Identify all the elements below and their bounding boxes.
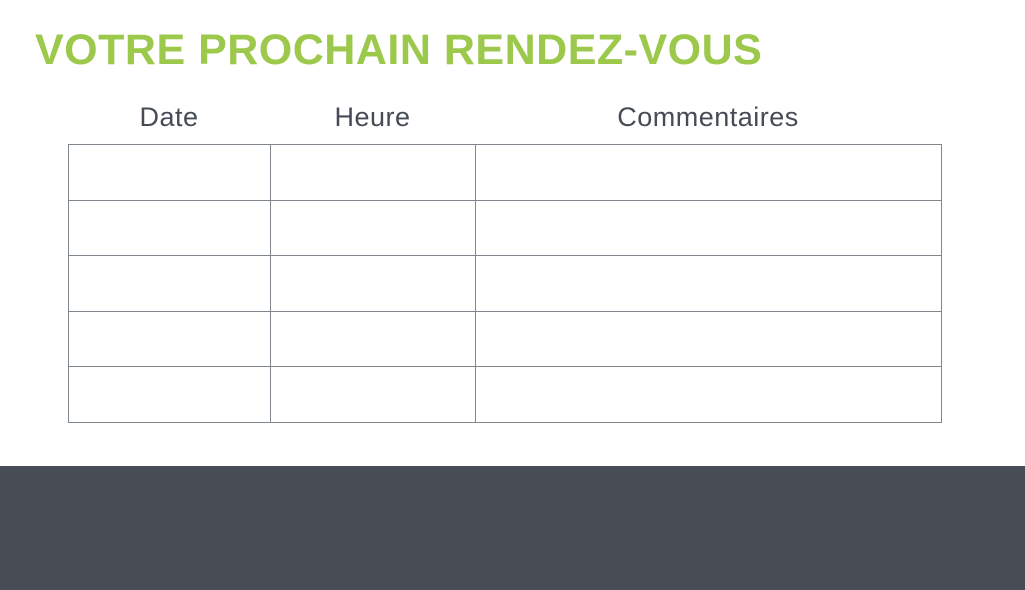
table-row bbox=[68, 255, 942, 312]
table-cell bbox=[68, 144, 271, 201]
table-cell bbox=[475, 255, 942, 312]
table-cell bbox=[68, 255, 271, 312]
table-cell bbox=[475, 144, 942, 201]
table-cell bbox=[475, 199, 942, 257]
page-title: VOTRE PROCHAIN RENDEZ-VOUS bbox=[35, 26, 763, 74]
table-cell bbox=[270, 144, 476, 201]
table-cell bbox=[475, 366, 942, 423]
column-header-date: Date bbox=[139, 102, 199, 132]
table-row bbox=[68, 144, 942, 201]
table-cell bbox=[270, 199, 476, 257]
table-cell bbox=[270, 255, 476, 312]
table-row bbox=[68, 366, 942, 423]
table-cell bbox=[270, 366, 476, 423]
table-cell bbox=[68, 199, 271, 257]
table-row bbox=[68, 310, 942, 368]
column-header-commentaires: Commentaires bbox=[617, 102, 799, 132]
footer-band bbox=[0, 466, 1025, 590]
table-cell bbox=[68, 310, 271, 368]
column-header-heure: Heure bbox=[334, 102, 411, 132]
table-cell bbox=[475, 310, 942, 368]
appointments-table bbox=[68, 144, 942, 423]
table-row bbox=[68, 199, 942, 257]
table-column-headers: Date Heure Commentaires bbox=[68, 100, 941, 134]
table-cell bbox=[270, 310, 476, 368]
table-cell bbox=[68, 366, 271, 423]
